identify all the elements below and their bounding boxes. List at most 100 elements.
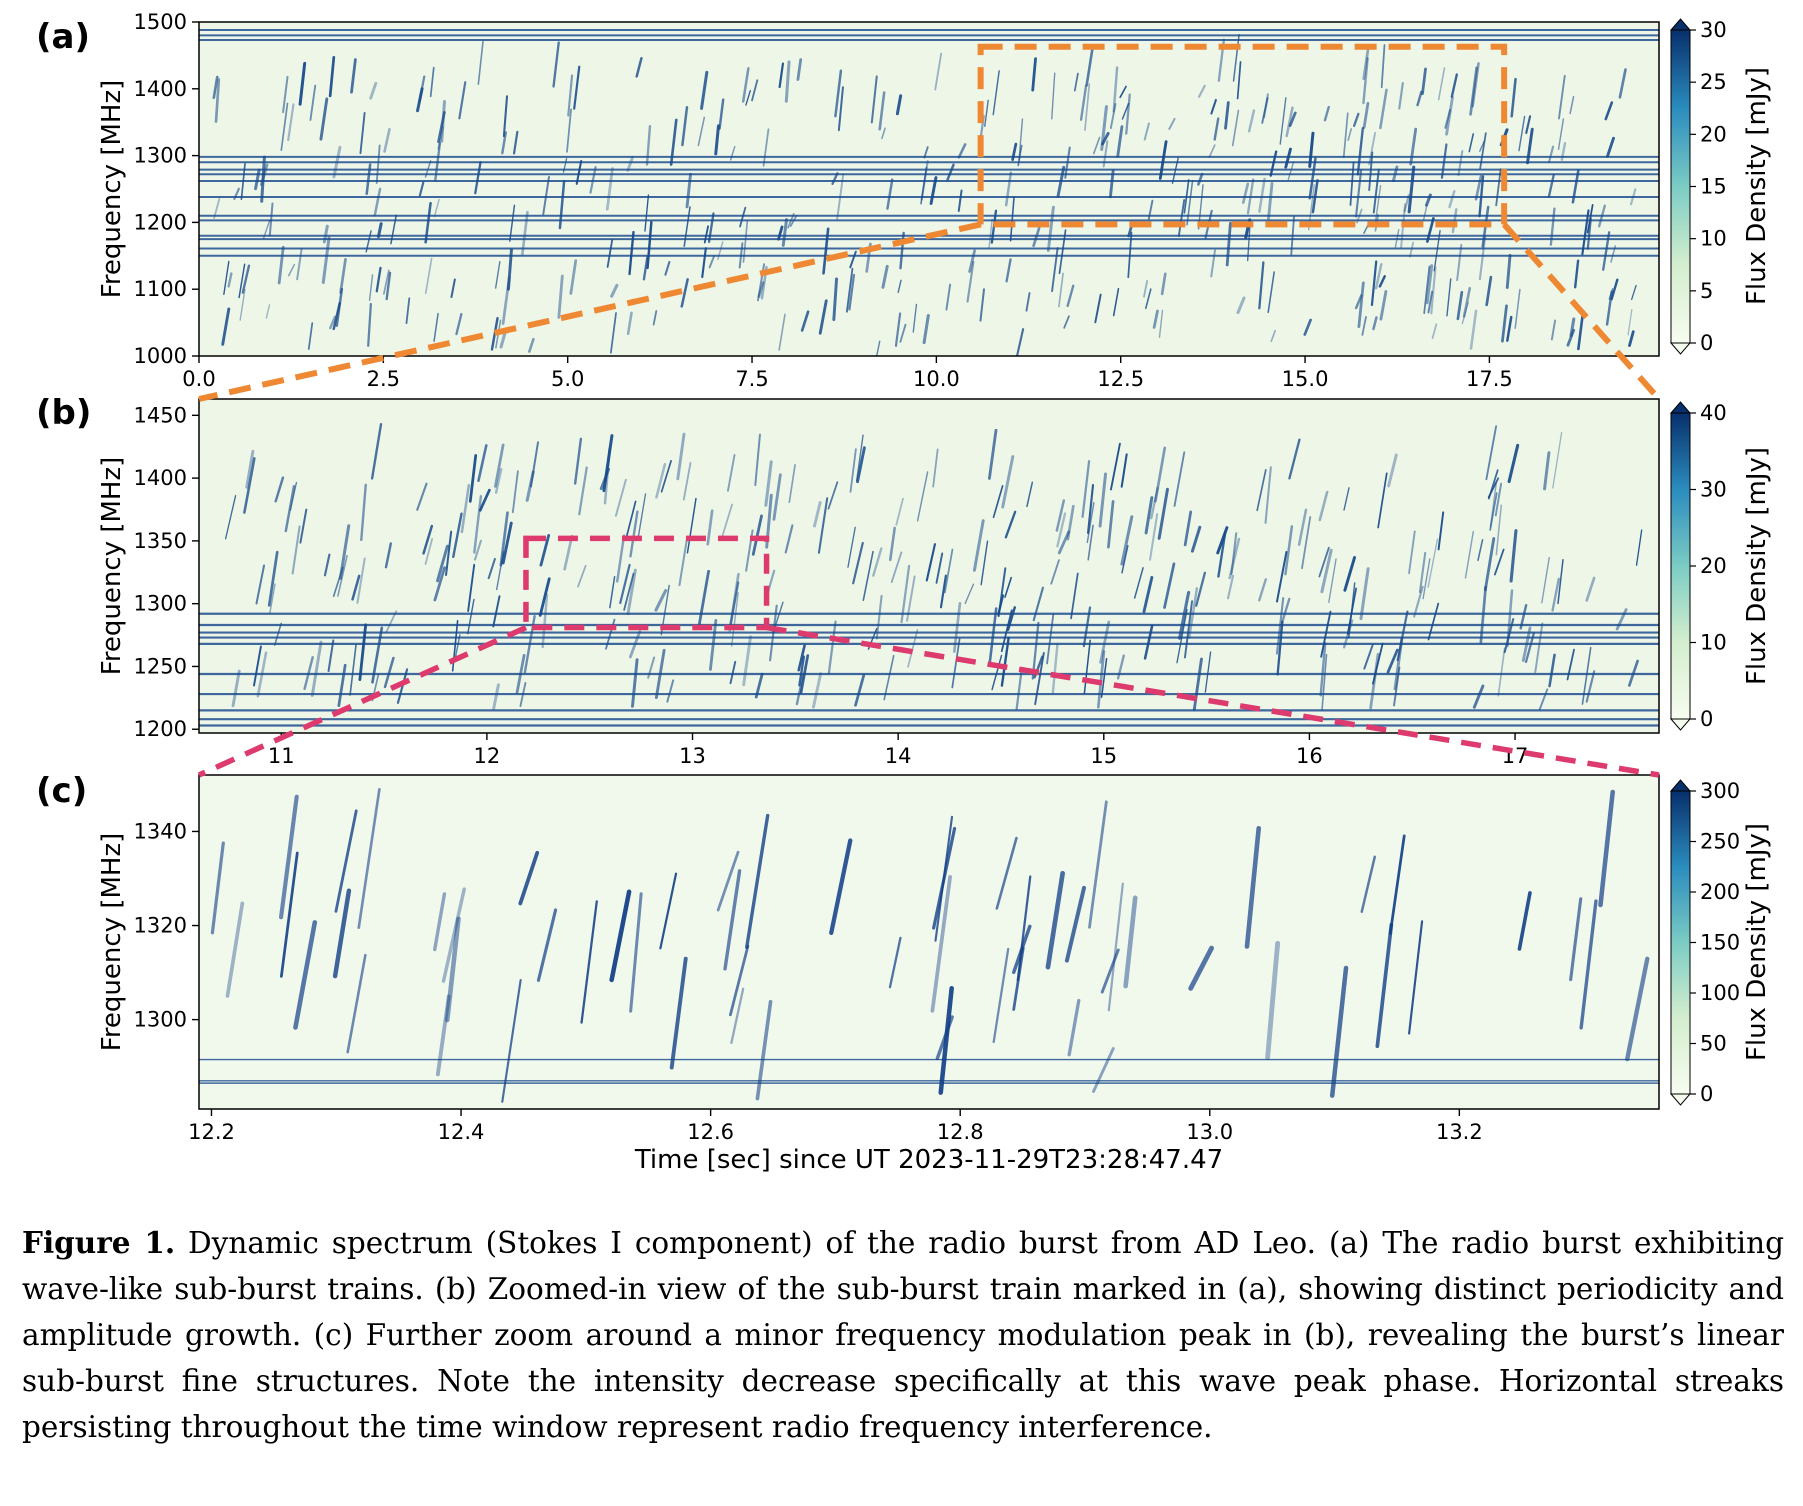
x-tick-label: 11: [268, 744, 295, 768]
burst-streak: [1392, 165, 1399, 183]
burst-streak: [664, 260, 671, 276]
burst-streak: [716, 850, 740, 912]
burst-streak: [1244, 825, 1262, 949]
burst-streak: [1107, 882, 1124, 1012]
burst-streak: [1413, 585, 1424, 618]
burst-streak: [328, 55, 336, 98]
burst-streak: [282, 75, 289, 114]
burst-streak: [922, 313, 930, 345]
panel-a-cbar-ticks: 0 5 10 15 20 25 30: [1690, 18, 1727, 355]
burst-streak: [1287, 161, 1295, 181]
burst-streak: [1290, 215, 1295, 256]
burst-streak: [1086, 502, 1095, 544]
burst-streak: [1374, 263, 1383, 290]
burst-streak: [589, 166, 597, 194]
burst-streak: [1431, 323, 1438, 340]
burst-streak: [375, 266, 382, 293]
burst-streak: [1284, 147, 1292, 169]
cbar-tick-label: 50: [1700, 1032, 1727, 1056]
burst-streak: [357, 787, 381, 930]
burst-streak: [1627, 309, 1633, 336]
burst-streak: [609, 575, 616, 609]
burst-streak: [291, 525, 301, 575]
burst-streak: [834, 69, 843, 118]
burst-streak: [253, 645, 262, 687]
burst-streak: [460, 484, 471, 534]
burst-streak: [1416, 90, 1423, 107]
burst-streak: [1000, 609, 1013, 653]
burst-streak: [1472, 684, 1485, 709]
burst-streak: [375, 144, 381, 184]
burst-streak: [1094, 293, 1102, 324]
burst-streak: [788, 464, 796, 504]
x-tick-label: 5.0: [551, 367, 584, 391]
burst-streak: [1497, 647, 1506, 697]
cbar-tick-label: 20: [1700, 122, 1727, 146]
y-tick-label: 1300: [134, 592, 187, 616]
burst-streak: [1388, 834, 1406, 935]
burst-streak: [1058, 229, 1067, 275]
burst-streak: [1224, 101, 1230, 130]
burst-streak: [1635, 529, 1643, 566]
burst-streak: [1403, 194, 1410, 213]
burst-streak: [567, 74, 574, 117]
burst-streak: [1143, 624, 1154, 660]
burst-streak: [697, 569, 710, 627]
burst-streak: [1144, 496, 1154, 535]
burst-streak: [557, 274, 564, 319]
burst-streak: [619, 563, 631, 605]
burst-streak: [494, 468, 503, 494]
burst-streak: [1204, 651, 1212, 693]
burst-streak: [700, 70, 709, 110]
burst-streak: [1525, 115, 1532, 134]
panel-b-ylabel: Frequency [MHz]: [97, 457, 127, 676]
burst-streak: [1519, 603, 1528, 630]
burst-streak: [1615, 608, 1628, 631]
burst-streak: [1158, 309, 1164, 338]
burst-streak: [528, 337, 535, 353]
burst-streak: [972, 519, 985, 572]
burst-streak: [416, 482, 428, 511]
burst-streak: [1618, 68, 1627, 99]
burst-streak: [930, 875, 952, 1013]
panel-c-colorbar-bar: [1670, 790, 1691, 1095]
burst-streak: [952, 601, 962, 653]
zoom-connector-left: [198, 221, 982, 402]
burst-streak: [1485, 425, 1498, 481]
burst-streak: [895, 497, 904, 526]
burst-streak: [1288, 111, 1297, 127]
burst-streak: [907, 629, 919, 668]
burst-streak: [1102, 140, 1109, 168]
burst-streak: [1372, 642, 1384, 685]
panel-b: (b) Frequency [MHz] 11 12 13 14 15 16 17 12001…: [36, 393, 1772, 768]
burst-streak: [852, 541, 864, 585]
burst-streak: [1107, 500, 1115, 549]
burst-streak: [1197, 172, 1204, 186]
burst-streak: [644, 194, 650, 232]
burst-streak: [849, 448, 857, 493]
burst-streak: [351, 574, 361, 601]
burst-streak: [686, 497, 697, 554]
burst-streak: [260, 163, 269, 186]
burst-streak: [626, 155, 634, 172]
burst-streak: [1573, 259, 1580, 289]
burst-streak: [629, 892, 643, 1013]
cbar-tick-label: 100: [1700, 981, 1740, 1005]
burst-streak: [797, 644, 806, 672]
burst-streak: [800, 310, 810, 332]
burst-streak: [1123, 895, 1138, 989]
burst-streak: [1276, 620, 1284, 676]
burst-streak: [1398, 81, 1404, 110]
burst-streak: [1374, 185, 1382, 226]
burst-streak: [1258, 261, 1265, 310]
burst-streak: [1183, 510, 1193, 547]
burst-streak: [1079, 84, 1088, 121]
burst-streak: [1098, 472, 1108, 528]
burst-streak: [458, 81, 467, 120]
burst-streak: [455, 312, 463, 336]
cbar-tick-label: 200: [1700, 880, 1740, 904]
burst-streak: [385, 610, 398, 634]
panel-a: (a) Frequency [MHz] 0.0 2.5 5.0 7.5 10.0 12.5…: [36, 10, 1772, 391]
burst-streak: [1418, 551, 1427, 594]
burst-streak: [1100, 948, 1120, 994]
